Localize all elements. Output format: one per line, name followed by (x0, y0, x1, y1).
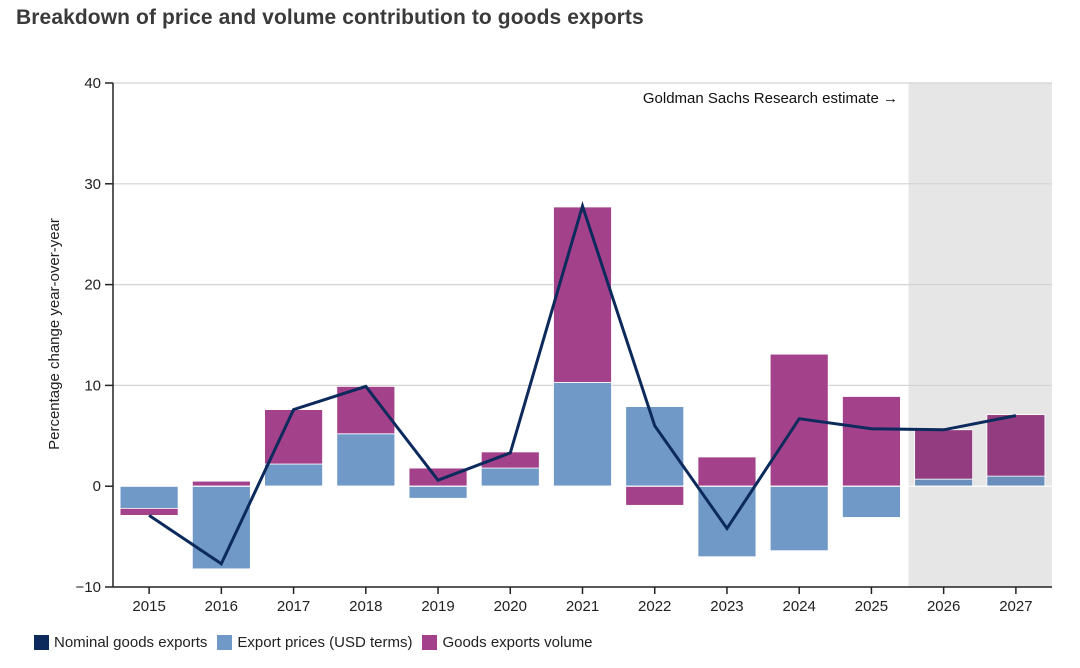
x-tick-label-2020: 2020 (494, 598, 527, 615)
x-tick-label-2022: 2022 (638, 598, 671, 615)
x-tick-label-2018: 2018 (349, 598, 382, 615)
legend-item-nominal: Nominal goods exports (34, 634, 207, 651)
bar-volume-2027 (986, 414, 1046, 477)
legend-swatch-volume (422, 635, 438, 650)
legend-swatch-nominal (34, 635, 49, 650)
bar-price-2019 (408, 485, 468, 499)
bar-volume-2016 (191, 480, 251, 487)
bar-price-2020 (480, 467, 540, 487)
x-tick-label-2019: 2019 (421, 598, 454, 615)
y-axis-title: Percentage change year-over-year (46, 218, 63, 450)
bar-volume-2015 (119, 507, 179, 516)
bar-price-2022 (625, 406, 685, 487)
legend-label-nominal: Nominal goods exports (54, 634, 208, 651)
bar-price-2024 (769, 485, 829, 552)
x-tick-label-2026: 2026 (927, 598, 960, 615)
y-tick-label-0: 0 (93, 478, 101, 495)
x-tick-label-2025: 2025 (855, 598, 888, 615)
bar-price-2021 (553, 381, 612, 487)
bar-volume-2023 (697, 456, 757, 487)
bar-price-2015 (119, 485, 179, 509)
y-tick-label-40: 40 (84, 75, 101, 92)
bar-volume-2026 (914, 429, 974, 480)
estimate-shade (908, 83, 1052, 587)
chart-title: Breakdown of price and volume contributi… (16, 6, 644, 29)
y-tick-label-30: 30 (84, 176, 101, 193)
x-tick-label-2024: 2024 (783, 598, 816, 615)
x-tick-label-2017: 2017 (277, 598, 310, 615)
y-tick-label-20: 20 (84, 277, 101, 294)
legend-item-prices: Export prices (USD terms) (217, 634, 412, 651)
y-tick-label-10: 10 (84, 377, 101, 394)
x-tick-label-2016: 2016 (205, 598, 238, 615)
legend-label-volume: Goods exports volume (442, 634, 593, 651)
legend: Nominal goods exports Export prices (USD… (34, 634, 603, 651)
bar-volume-2019 (408, 467, 468, 487)
bar-price-2025 (842, 485, 901, 518)
bar-price-2016 (191, 485, 251, 570)
bar-volume-2021 (553, 206, 612, 383)
bar-price-2017 (264, 463, 323, 487)
legend-item-volume: Goods exports volume (422, 634, 593, 651)
bar-price-2026 (914, 478, 974, 487)
bar-price-2018 (336, 433, 396, 487)
bar-volume-2022 (625, 485, 685, 506)
bar-volume-2017 (264, 409, 323, 465)
estimate-annotation: Goldman Sachs Research estimate → (643, 90, 898, 107)
legend-swatch-prices (217, 635, 233, 650)
x-tick-label-2015: 2015 (132, 598, 165, 615)
x-tick-label-2027: 2027 (999, 598, 1032, 615)
y-tick-label--10: −10 (76, 579, 101, 596)
bar-price-2027 (986, 475, 1046, 487)
x-tick-label-2021: 2021 (566, 598, 599, 615)
bar-volume-2025 (842, 396, 901, 487)
x-tick-label-2023: 2023 (710, 598, 743, 615)
legend-label-prices: Export prices (USD terms) (237, 634, 413, 651)
